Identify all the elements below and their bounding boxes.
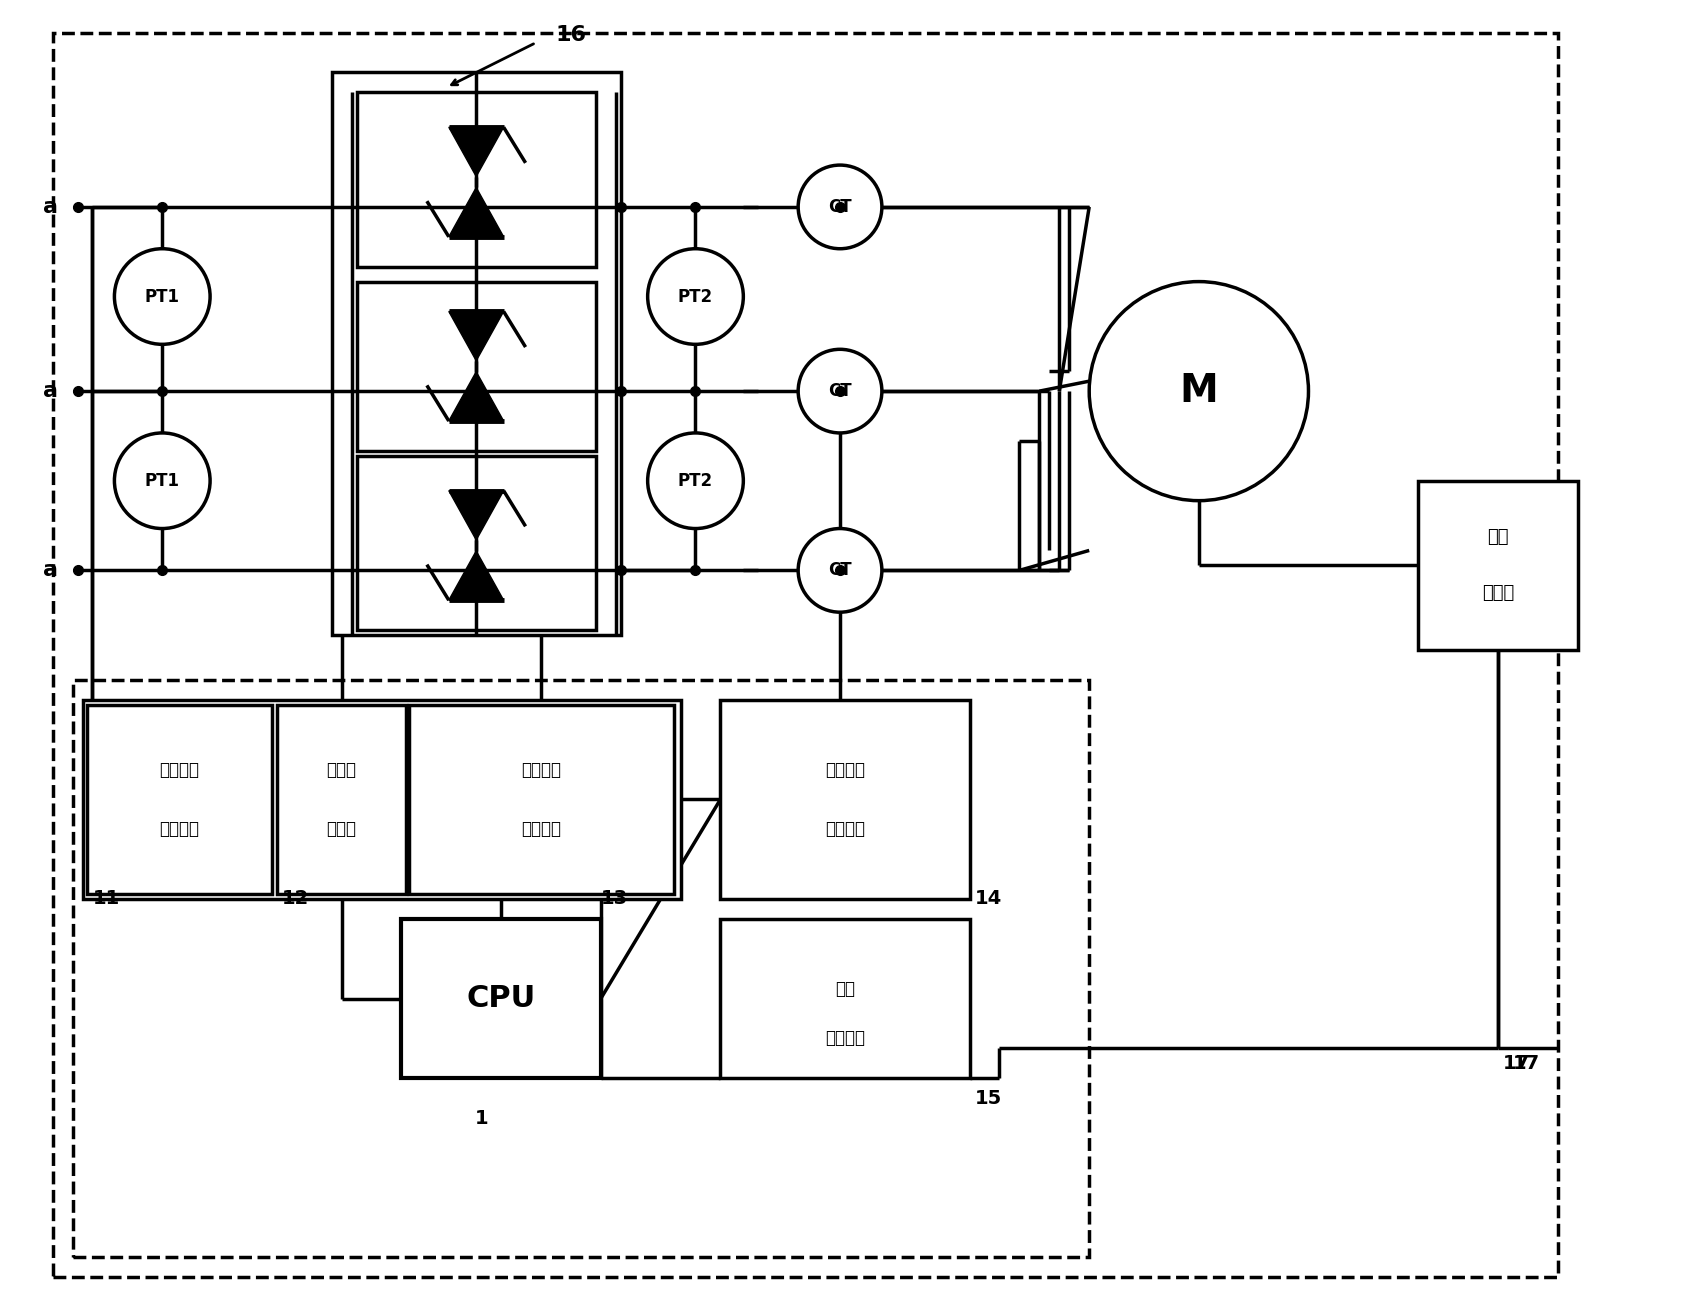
Text: 12: 12: [281, 889, 308, 908]
Text: 检测电路: 检测电路: [522, 820, 561, 838]
Circle shape: [115, 249, 210, 345]
Text: 输出电流: 输出电流: [825, 761, 866, 778]
Text: 转速: 转速: [1487, 528, 1509, 545]
Circle shape: [115, 432, 210, 528]
Text: a: a: [42, 381, 58, 401]
Text: 检测电路: 检测电路: [825, 1030, 866, 1048]
Polygon shape: [449, 372, 503, 421]
Text: 测量件: 测量件: [1482, 584, 1514, 603]
Text: 检测电路: 检测电路: [159, 820, 200, 838]
Polygon shape: [449, 187, 503, 237]
Bar: [332, 72, 620, 635]
Text: 11: 11: [93, 889, 120, 908]
Text: 17: 17: [1513, 1053, 1540, 1073]
Bar: [276, 705, 407, 893]
Text: PT2: PT2: [678, 472, 713, 490]
Text: a: a: [42, 561, 58, 580]
Circle shape: [798, 165, 883, 249]
Bar: [83, 700, 681, 899]
Text: 13: 13: [601, 889, 628, 908]
Text: 转速: 转速: [835, 980, 855, 998]
Polygon shape: [449, 552, 503, 600]
Circle shape: [647, 249, 744, 345]
Circle shape: [798, 528, 883, 612]
Text: PT1: PT1: [144, 287, 180, 305]
Bar: [410, 705, 674, 893]
Polygon shape: [449, 312, 503, 360]
Text: M: M: [1179, 372, 1218, 410]
Text: 输入电压: 输入电压: [159, 761, 200, 778]
Text: 17: 17: [1503, 1053, 1530, 1073]
Text: CT: CT: [828, 198, 852, 216]
Bar: [357, 282, 596, 451]
Circle shape: [798, 350, 883, 432]
Text: 相控调: 相控调: [327, 761, 357, 778]
Text: a: a: [42, 196, 58, 217]
Bar: [1418, 481, 1577, 650]
Bar: [357, 93, 596, 267]
Text: 1: 1: [474, 1108, 488, 1128]
Bar: [53, 33, 1558, 1277]
Text: 15: 15: [974, 1089, 1001, 1108]
Bar: [401, 918, 601, 1078]
Text: CPU: CPU: [466, 984, 535, 1013]
Polygon shape: [449, 491, 503, 540]
Text: 16: 16: [556, 25, 586, 45]
Circle shape: [647, 432, 744, 528]
Polygon shape: [449, 127, 503, 177]
Bar: [357, 456, 596, 630]
Text: 节电路: 节电路: [327, 820, 357, 838]
Bar: [88, 705, 273, 893]
Text: CT: CT: [828, 383, 852, 400]
Circle shape: [1089, 282, 1308, 500]
Text: CT: CT: [828, 562, 852, 579]
Bar: [720, 700, 969, 899]
Text: 14: 14: [974, 889, 1001, 908]
Text: PT1: PT1: [144, 472, 180, 490]
Bar: [73, 680, 1089, 1258]
Text: 输出电压: 输出电压: [522, 761, 561, 778]
Text: PT2: PT2: [678, 287, 713, 305]
Bar: [720, 918, 969, 1078]
Text: 检测电路: 检测电路: [825, 820, 866, 838]
